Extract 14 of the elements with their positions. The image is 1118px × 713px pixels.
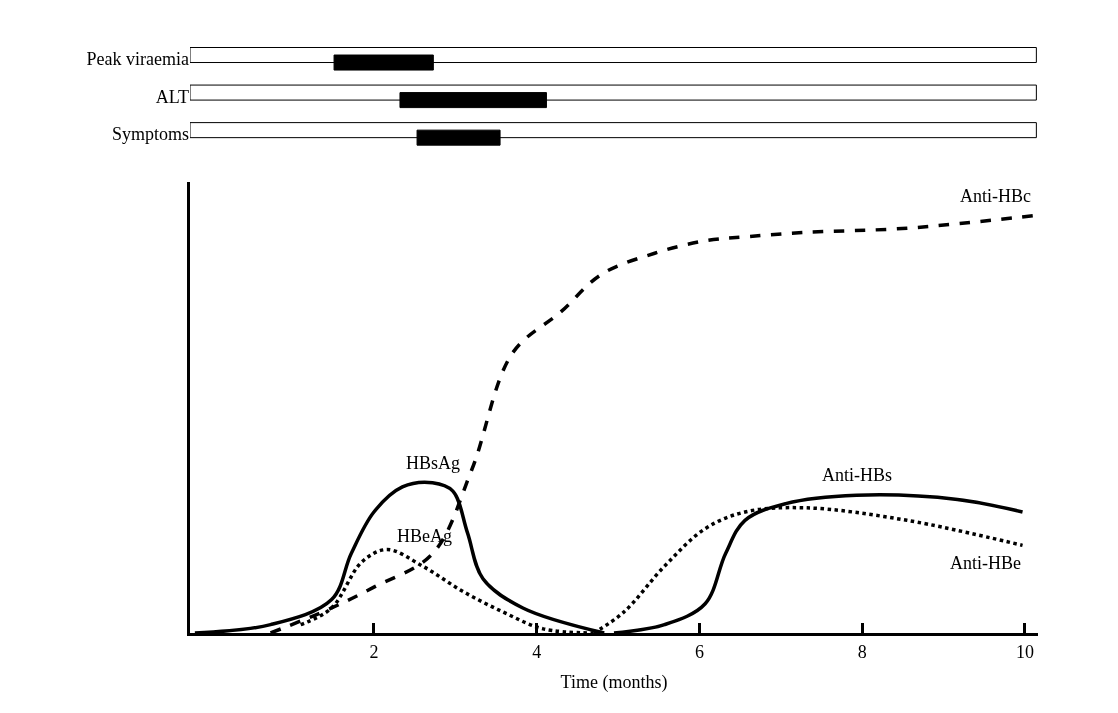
x-tick-label: 8	[857, 641, 867, 662]
x-axis-title: Time (months)	[560, 671, 668, 693]
x-tick-label: 4	[532, 641, 542, 662]
y-tick-label: Symptoms	[111, 124, 189, 145]
series-label: HBsAg	[406, 453, 461, 473]
series-label: Anti-HBe	[950, 553, 1021, 573]
series-label: Anti-HBs	[822, 465, 893, 485]
x-tick-label: 10	[1015, 641, 1034, 662]
y-tick-label: Peak viraemia	[86, 49, 189, 70]
x-tick-label: 6	[694, 641, 704, 662]
series-label: Anti-HBc	[960, 186, 1031, 206]
x-tick-label: 2	[369, 641, 379, 662]
y-tick-label: ALT	[155, 86, 189, 107]
series-label: HBeAg	[397, 526, 452, 546]
